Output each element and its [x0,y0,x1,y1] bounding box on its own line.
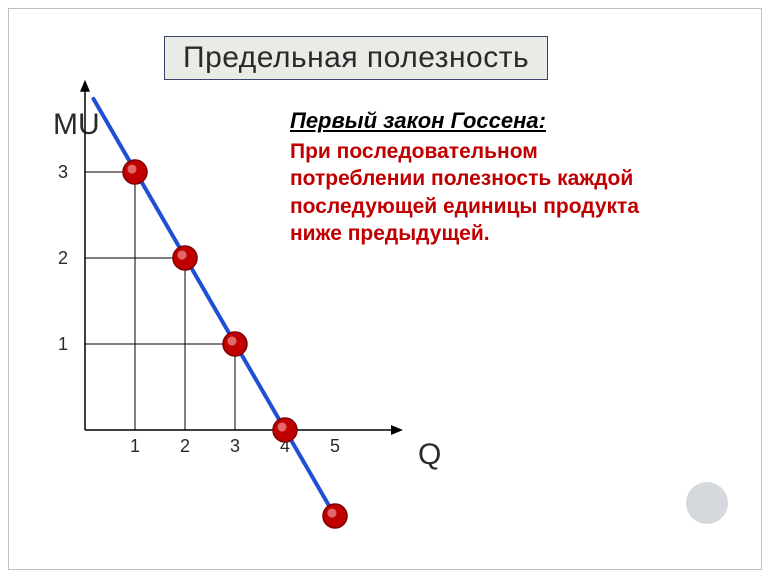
svg-text:2: 2 [58,248,68,268]
mu-chart: 12345123 [0,0,768,576]
svg-text:1: 1 [58,334,68,354]
svg-text:1: 1 [130,436,140,456]
decoration-circle [686,482,728,524]
svg-text:2: 2 [180,436,190,456]
svg-text:3: 3 [230,436,240,456]
svg-text:5: 5 [330,436,340,456]
svg-text:3: 3 [58,162,68,182]
